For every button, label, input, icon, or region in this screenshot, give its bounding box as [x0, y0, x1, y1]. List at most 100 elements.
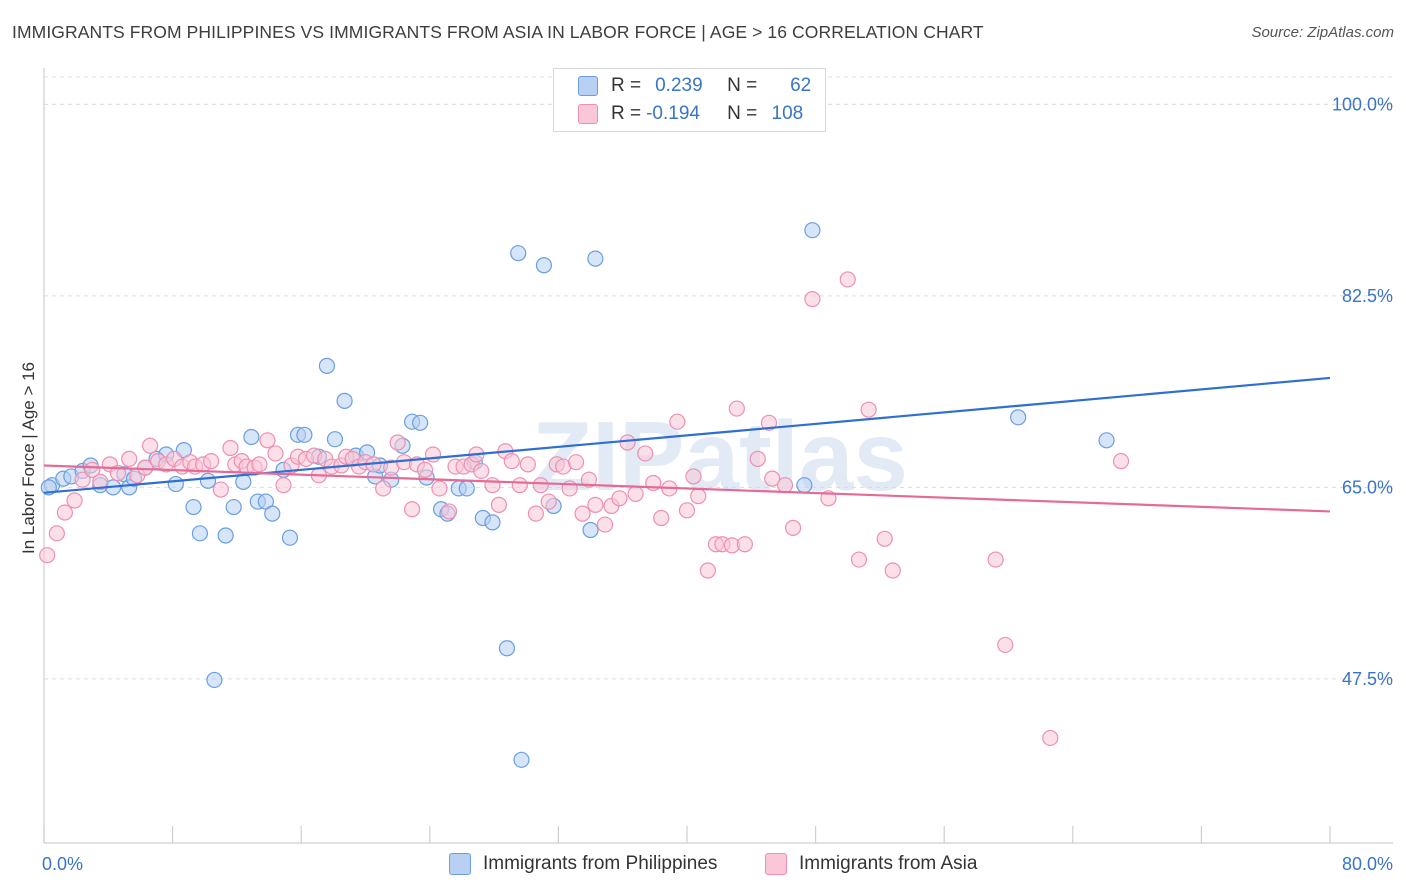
- point-asia: [48, 525, 65, 542]
- point-asia: [416, 461, 434, 478]
- point-asia: [627, 485, 644, 503]
- point-asia: [109, 465, 127, 482]
- y-axis-label: In Labor Force | Age > 16: [19, 362, 38, 554]
- point-philippines: [167, 475, 184, 493]
- point-asia: [876, 530, 893, 547]
- point-asia: [39, 547, 56, 564]
- point-asia: [611, 490, 628, 507]
- legend-r-value: 0.239: [655, 75, 703, 96]
- point-asia: [749, 450, 766, 468]
- point-philippines: [336, 392, 353, 410]
- point-philippines: [243, 428, 260, 446]
- point-philippines: [458, 480, 475, 497]
- point-asia: [540, 493, 557, 510]
- point-asia: [678, 502, 696, 519]
- watermark: ZIPatlas: [532, 401, 908, 511]
- point-asia: [804, 291, 821, 308]
- point-philippines: [513, 751, 530, 768]
- point-asia: [267, 445, 284, 462]
- point-philippines: [804, 222, 821, 239]
- point-asia: [784, 519, 802, 536]
- point-asia: [764, 470, 781, 487]
- series-swatch-philippines: [449, 853, 471, 875]
- point-asia: [580, 471, 598, 488]
- point-philippines: [412, 414, 429, 431]
- point-asia: [884, 562, 901, 579]
- point-philippines: [199, 472, 217, 489]
- point-asia: [997, 636, 1014, 654]
- point-asia: [404, 501, 421, 518]
- legend-row-philippines: R = 0.239 N = 62: [578, 73, 811, 99]
- y-tick-label: 100.0%: [1332, 94, 1393, 114]
- point-asia: [121, 450, 138, 468]
- point-philippines: [587, 250, 604, 267]
- point-asia: [203, 452, 220, 470]
- point-asia: [736, 536, 753, 553]
- y-tick-label: 82.5%: [1342, 286, 1393, 306]
- point-philippines: [510, 245, 527, 262]
- point-asia: [519, 456, 536, 473]
- source-label: Source: ZipAtlas.com: [1251, 24, 1394, 41]
- legend-r-label: R =: [611, 103, 642, 124]
- point-asia: [212, 481, 229, 498]
- point-asia: [503, 452, 520, 470]
- legend-swatch-philippines: [578, 76, 598, 96]
- point-philippines: [281, 529, 299, 546]
- legend-swatch-asia: [578, 104, 598, 124]
- point-asia: [389, 434, 406, 451]
- point-asia: [259, 432, 276, 449]
- axes: [43, 68, 1393, 844]
- point-asia: [850, 551, 868, 568]
- tick-labels: 47.5% 65.0% 82.5% 100.0% 0.0% 80.0% In Labor F…: [19, 94, 1393, 874]
- point-philippines: [191, 525, 209, 542]
- series-legend-asia: Immigrants from Asia: [765, 851, 977, 877]
- series-legend-philippines: Immigrants from Philippines: [449, 851, 717, 877]
- point-asia: [375, 480, 392, 497]
- point-asia: [137, 459, 154, 476]
- point-asia: [431, 480, 448, 497]
- point-philippines: [1098, 432, 1115, 449]
- point-asia: [760, 414, 778, 431]
- point-asia: [699, 562, 716, 579]
- trend-lines: [43, 376, 1331, 513]
- point-asia: [275, 477, 292, 494]
- point-asia: [532, 477, 549, 494]
- point-philippines: [498, 640, 516, 657]
- trend-line-asia: [43, 464, 1331, 513]
- point-asia: [567, 454, 585, 471]
- legend-n-value: 108: [771, 103, 804, 124]
- point-asia: [424, 446, 442, 463]
- point-asia: [839, 271, 856, 288]
- point-asia: [574, 505, 591, 522]
- point-asia: [728, 400, 745, 417]
- point-asia: [1112, 452, 1130, 470]
- point-asia: [987, 551, 1004, 568]
- point-philippines: [326, 431, 344, 448]
- point-asia: [490, 496, 508, 513]
- legend-n-value: 62: [790, 75, 812, 96]
- point-asia: [141, 437, 159, 454]
- point-philippines: [796, 477, 813, 494]
- correlation-legend: R = 0.239 N = 62 R = -0.194 N = 108: [553, 68, 826, 132]
- point-philippines: [185, 498, 202, 516]
- point-asia: [596, 516, 614, 533]
- point-asia: [1042, 729, 1059, 747]
- x-tick-label: 0.0%: [42, 854, 83, 874]
- point-philippines: [217, 527, 234, 544]
- point-asia: [685, 468, 702, 485]
- point-asia: [56, 504, 73, 521]
- y-tick-label: 47.5%: [1342, 669, 1393, 689]
- point-asia: [653, 509, 670, 527]
- legend-r-label: R =: [611, 75, 642, 96]
- point-asia: [587, 496, 604, 513]
- point-philippines: [582, 521, 599, 539]
- point-asia: [669, 413, 686, 430]
- legend-n-label: N =: [727, 103, 758, 124]
- point-asia: [776, 477, 794, 494]
- gridlines: [44, 76, 1393, 680]
- legend-n-label: N =: [727, 75, 758, 96]
- chart-title: IMMIGRANTS FROM PHILIPPINES VS IMMIGRANT…: [12, 22, 984, 42]
- series-name-asia: Immigrants from Asia: [799, 853, 978, 874]
- y-tick-label: 65.0%: [1342, 477, 1393, 497]
